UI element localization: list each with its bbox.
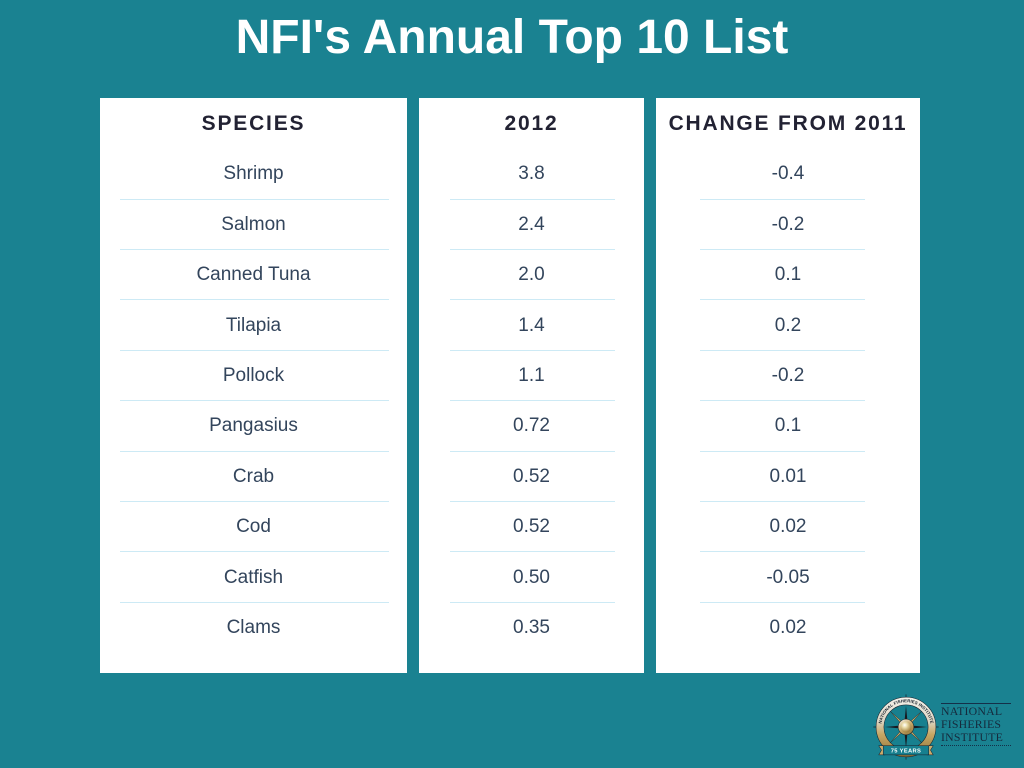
svg-text:75 YEARS: 75 YEARS bbox=[891, 749, 922, 755]
